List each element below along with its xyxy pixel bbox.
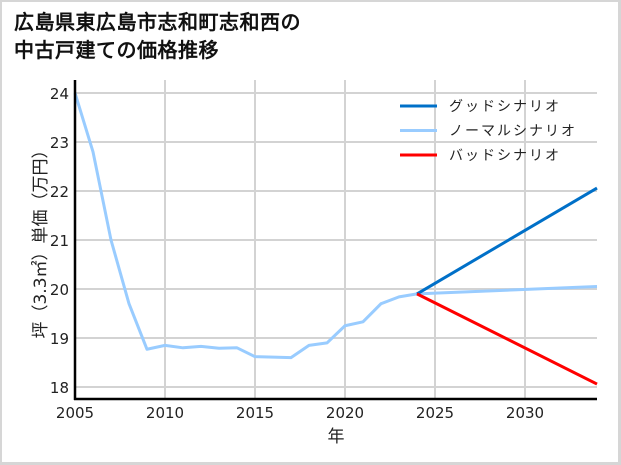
- legend-label: ノーマルシナリオ: [449, 124, 577, 140]
- y-tick-label: 18: [50, 379, 69, 397]
- tick-labels: 18 19 20 21 22 23 24 2005 2010 2015 2020 2025 2030: [50, 85, 544, 422]
- y-tick-label: 21: [50, 232, 69, 250]
- chart-title-line2: 中古戸建ての価格推移: [14, 38, 219, 62]
- series-line: [416, 186, 598, 296]
- x-tick-label: 2010: [146, 404, 184, 422]
- x-tick-label: 2020: [326, 404, 364, 422]
- legend-label: バッドシナリオ: [449, 148, 561, 164]
- y-axis-label: 坪（3.3㎡）単価（万円）: [31, 141, 51, 338]
- y-tick-label: 20: [50, 281, 69, 299]
- x-tick-label: 2030: [506, 404, 544, 422]
- y-tick-label: 19: [50, 330, 69, 348]
- series-line: [73, 92, 598, 360]
- y-tick-label: 24: [50, 85, 69, 103]
- data-lines: [73, 92, 598, 386]
- x-tick-label: 2005: [56, 404, 94, 422]
- series-line: [416, 292, 598, 386]
- y-tick-label: 22: [50, 183, 69, 201]
- chart-title: 広島県東広島市志和町志和西の 中古戸建ての価格推移: [14, 8, 301, 64]
- x-tick-label: 2015: [236, 404, 274, 422]
- axes: [73, 80, 597, 401]
- x-tick-label: 2025: [416, 404, 454, 422]
- y-tick-label: 23: [50, 134, 69, 152]
- chart-title-line1: 広島県東広島市志和町志和西の: [14, 10, 301, 34]
- x-axis-label: 年: [328, 427, 345, 447]
- legend-label: グッドシナリオ: [449, 99, 561, 115]
